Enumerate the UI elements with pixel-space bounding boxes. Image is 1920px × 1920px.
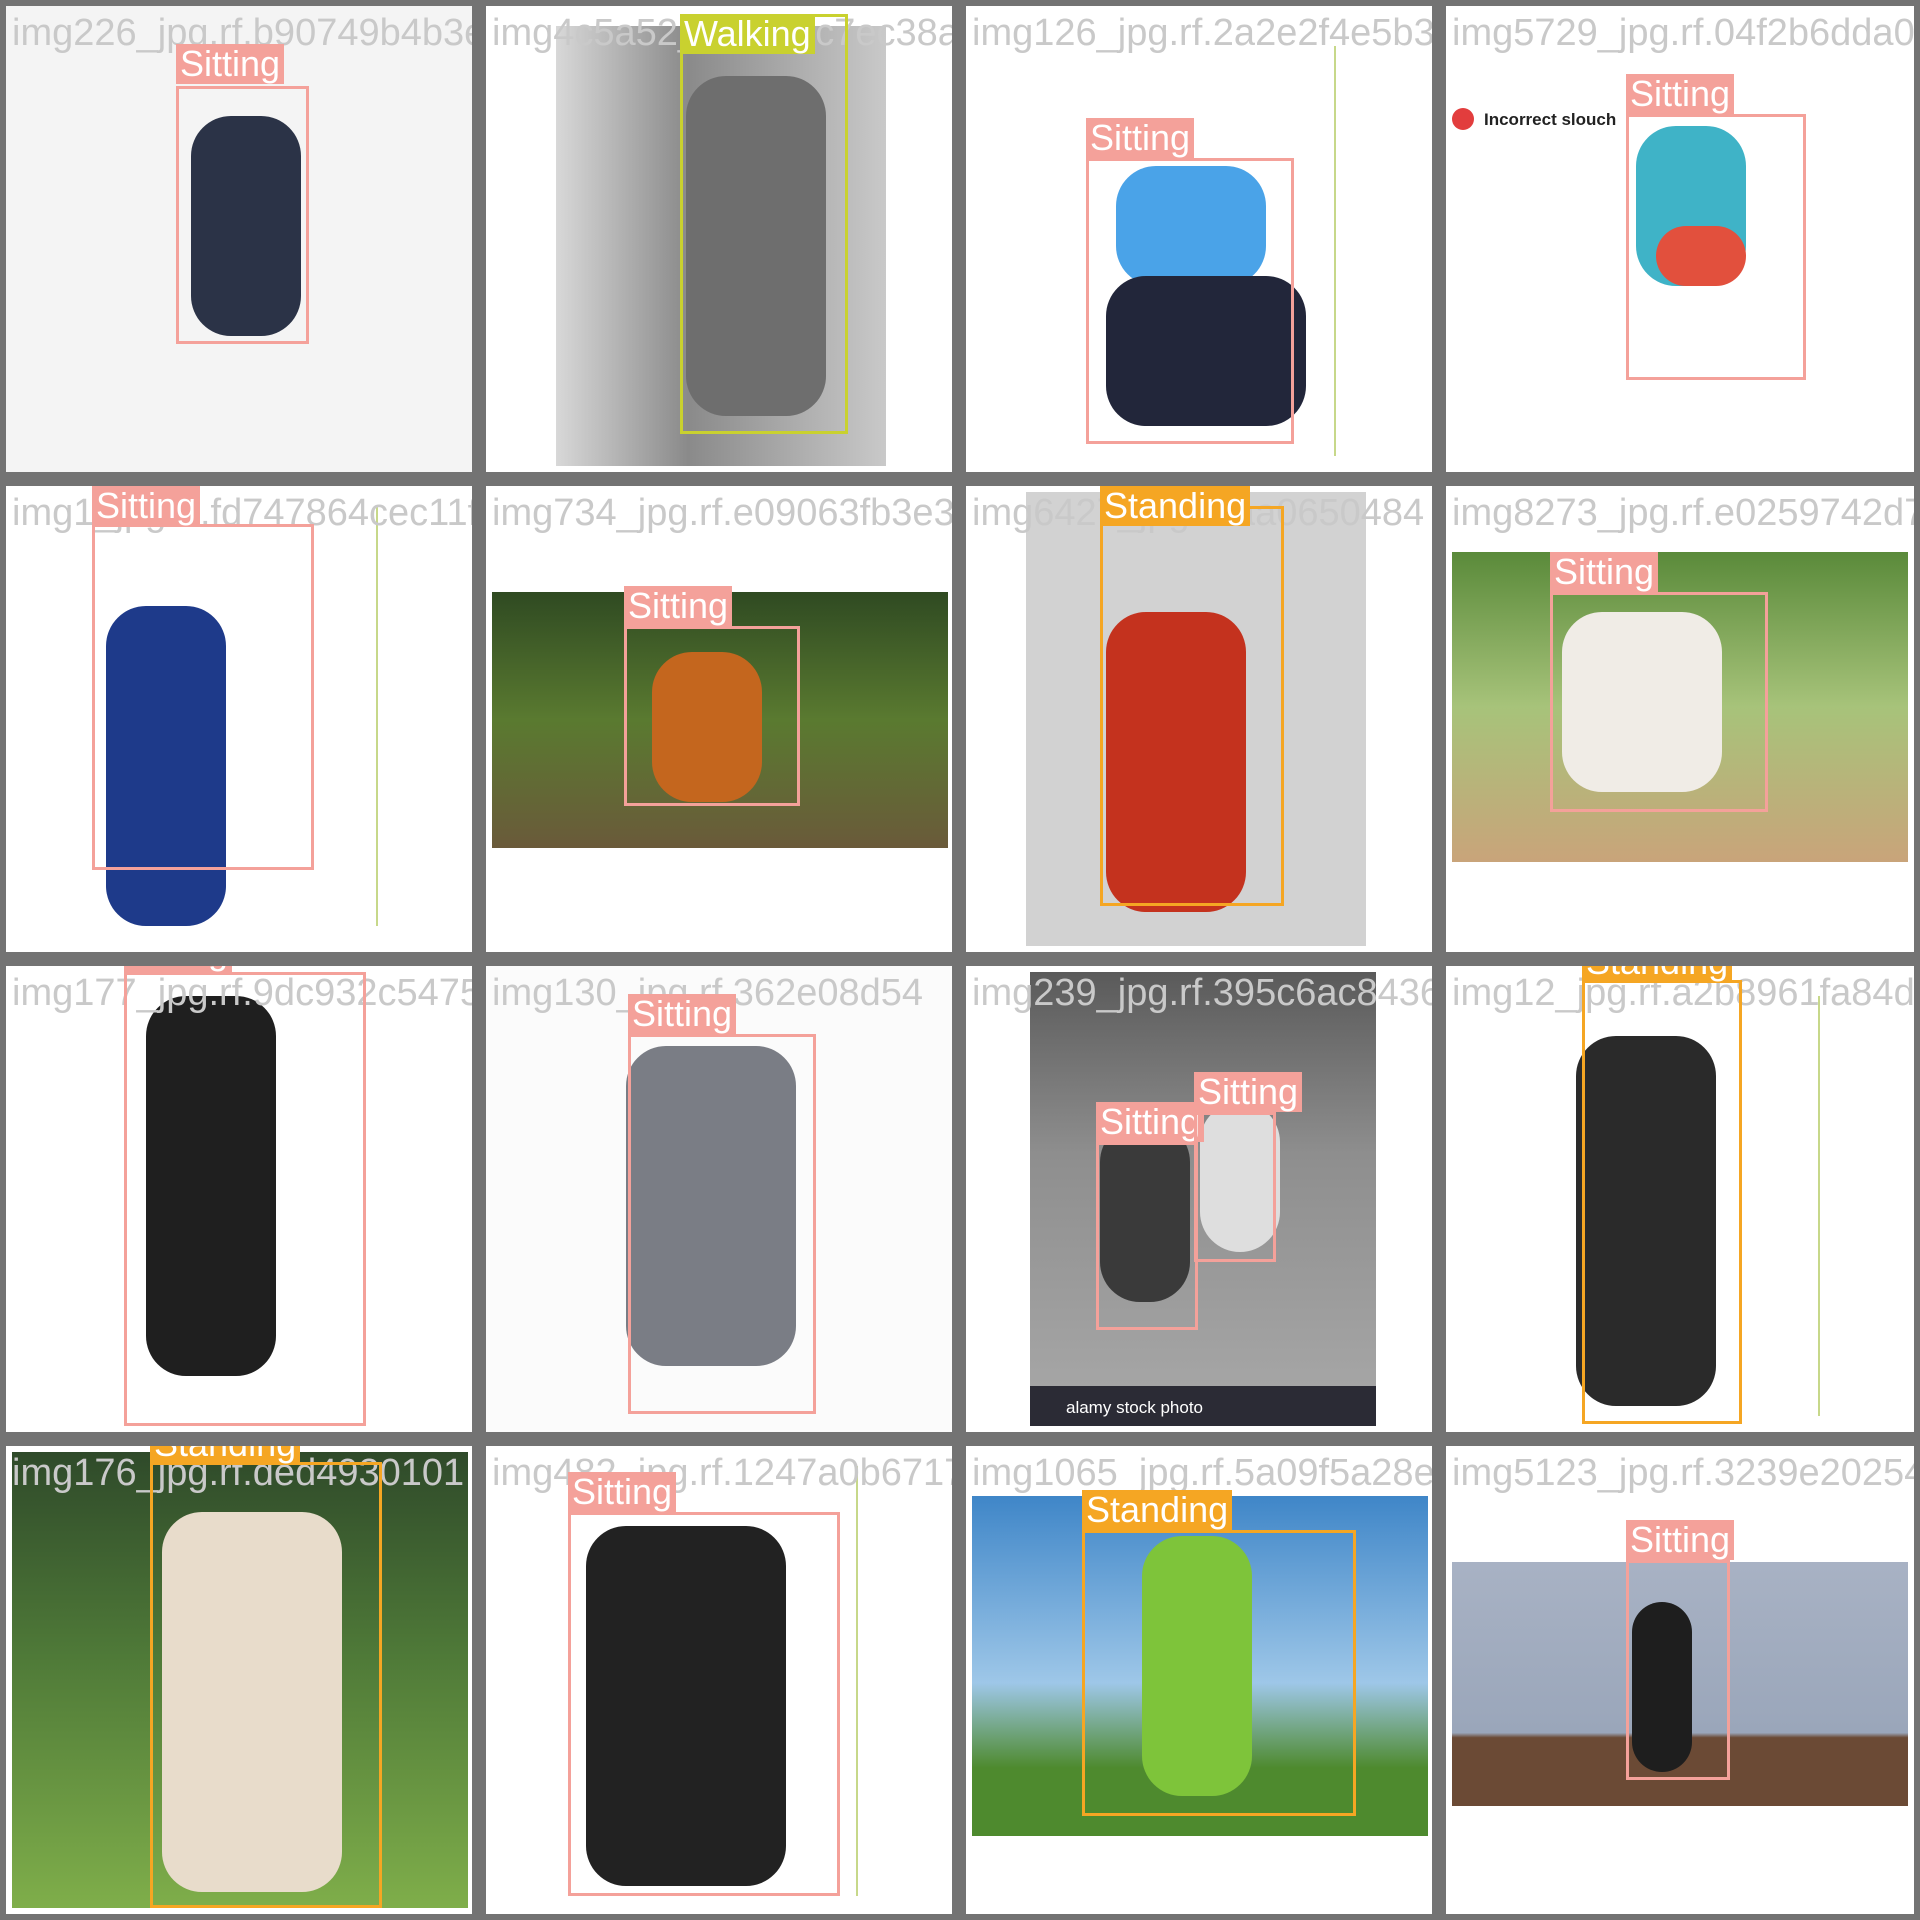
bbox-label: Sitting [1626,74,1735,114]
tile-15[interactable]: img1065_jpg.rf.5a09f5a28e Standing [966,1446,1432,1914]
photo [556,26,886,466]
bbox-sitting [176,86,309,344]
bbox-label: Sitting [176,44,285,84]
bbox-walking [680,14,848,434]
tile-16[interactable]: img5123_jpg.rf.3239e202548b2 Sitting [1446,1446,1914,1914]
tile-1[interactable]: img226_jpg.rf.b90749b4b3e74c5a52 Sitting [6,6,472,472]
photo [6,966,472,1432]
photo [6,486,472,952]
bbox-sitting [1194,1112,1276,1262]
filename: img1065_jpg.rf.5a09f5a28e [972,1452,1432,1494]
bbox-label: Standing [1582,966,1733,982]
photo [12,1452,468,1908]
tile-6[interactable]: img734_jpg.rf.e09063fb3e3c804 Sitting [486,486,952,952]
bbox-standing [150,1462,382,1908]
bbox-label: Walking [680,14,815,54]
tile-14[interactable]: img482_jpg.rf.1247a0b67178 Sitting [486,1446,952,1914]
photo [1030,972,1376,1426]
bbox-label: Sitting [92,486,201,526]
bbox-label: Sitting [568,1472,677,1512]
photo [486,1446,952,1914]
bbox-label: Standing [150,1446,301,1464]
filename: img5123_jpg.rf.3239e202548b2 [1452,1452,1914,1494]
filename: img177_jpg.rf.9dc932c5475 [12,972,472,1014]
filename: img5729_jpg.rf.04f2b6dda00f327 [1452,12,1914,54]
bbox-sitting [624,626,800,806]
bbox-label: Sitting [1086,118,1195,158]
bbox-label: Sitting [1194,1072,1303,1112]
bbox-sitting [1626,114,1806,380]
slide-caption: Incorrect slouch [1484,110,1617,129]
bbox-label: Standing [1082,1490,1233,1530]
bbox-label: Sitting [1550,552,1659,592]
photo [1446,966,1914,1432]
photo [1452,1562,1908,1806]
tile-10[interactable]: img130_jpg.rf.362e08d54 Sitting [486,966,952,1432]
filename: img1_jpg.rf.fd747864cec11f [12,492,472,534]
bbox-sitting [1096,1142,1198,1330]
tile-2[interactable]: img4c5a52_jpg.rf.3c7ec38af07 Walking [486,6,952,472]
tile-11[interactable]: img239_jpg.rf.395c6ac8436 Sitting Sittin… [966,966,1432,1432]
bbox-sitting [124,972,366,1426]
tile-9[interactable]: img177_jpg.rf.9dc932c5475 Sitting [6,966,472,1432]
photo [1026,492,1366,946]
tile-13[interactable]: img176_jpg.rf.ded4930101 Standing [6,1446,472,1914]
filename: img8273_jpg.rf.e0259742d73 [1452,492,1914,534]
bbox-standing [1582,980,1742,1424]
bbox-label: Standing [1100,486,1251,526]
photo [486,966,952,1432]
tile-7[interactable]: img6427_jpg.rf.aa0650484 Standing [966,486,1432,952]
filename: img126_jpg.rf.2a2e2f4e5b30f045 [972,12,1432,54]
bbox-standing [1082,1530,1356,1816]
photo [966,6,1432,472]
filename: img482_jpg.rf.1247a0b67178 [492,1452,952,1494]
bbox-sitting [1550,592,1768,812]
bbox-sitting [628,1034,816,1414]
bbox-label: Sitting [628,994,737,1034]
bbox-sitting [92,524,314,870]
bbox-label: Sitting [624,586,733,626]
alamy-watermark: alamy stock photo [1066,1398,1204,1417]
bbox-sitting [1086,158,1294,444]
bbox-sitting [1626,1560,1730,1780]
bbox-label: Sitting [1096,1102,1205,1142]
photo [972,1496,1428,1836]
bbox-label: Sitting [1626,1520,1735,1560]
tile-12[interactable]: img12_jpg.rf.a2b8961fa84dc Standing [1446,966,1914,1432]
bbox-sitting [568,1512,840,1896]
tile-8[interactable]: img8273_jpg.rf.e0259742d73 Sitting [1446,486,1914,952]
tile-4[interactable]: img5729_jpg.rf.04f2b6dda00f327 Incorrect… [1446,6,1914,472]
filename: img734_jpg.rf.e09063fb3e3c804 [492,492,952,534]
bbox-label: Sitting [124,966,233,972]
filename: img239_jpg.rf.395c6ac8436 [972,972,1432,1014]
tile-3[interactable]: img126_jpg.rf.2a2e2f4e5b30f045 Sitting [966,6,1432,472]
bbox-standing [1100,506,1284,906]
tile-5[interactable]: img1_jpg.rf.fd747864cec11f Sitting [6,486,472,952]
